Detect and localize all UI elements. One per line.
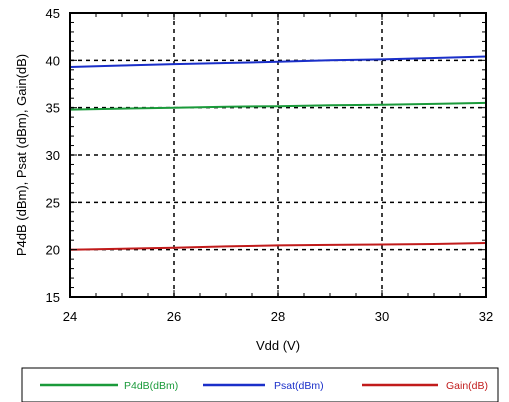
y-tick-label: 20 bbox=[46, 243, 60, 258]
legend: P4dB(dBm) Psat(dBm) Gain(dB) bbox=[40, 380, 488, 392]
series-lines bbox=[69, 55, 487, 251]
x-tick-label: 32 bbox=[479, 309, 493, 324]
y-tick-label: 15 bbox=[46, 290, 60, 305]
x-tick-label: 28 bbox=[271, 309, 285, 324]
series-line-p4db-dbm bbox=[69, 101, 487, 111]
legend-label-gain-db: Gain(dB) bbox=[446, 380, 488, 392]
legend-label-psat-dbm: Psat(dBm) bbox=[274, 380, 324, 392]
x-axis-title: Vdd (V) bbox=[256, 338, 300, 353]
x-tick-label: 30 bbox=[375, 309, 389, 324]
x-tick-label: 24 bbox=[63, 309, 77, 324]
y-tick-label: 30 bbox=[46, 148, 60, 163]
y-tick-label: 35 bbox=[46, 101, 60, 116]
legend-label-p4db-dbm: P4dB(dBm) bbox=[124, 380, 178, 392]
x-tick-label: 26 bbox=[167, 309, 181, 324]
y-axis-title: P4dB (dBm), Psat (dBm), Gain(dB) bbox=[14, 54, 29, 256]
y-tick-label: 45 bbox=[46, 6, 60, 21]
series-line-psat-dbm bbox=[69, 55, 487, 68]
ticks bbox=[69, 12, 487, 298]
grid bbox=[70, 13, 486, 297]
y-tick-label: 40 bbox=[46, 53, 60, 68]
y-tick-label: 25 bbox=[46, 195, 60, 210]
tick-labels: 24 26 28 30 32 15 20 25 30 35 40 45 bbox=[46, 6, 494, 324]
series-line-gain-db bbox=[69, 242, 487, 251]
